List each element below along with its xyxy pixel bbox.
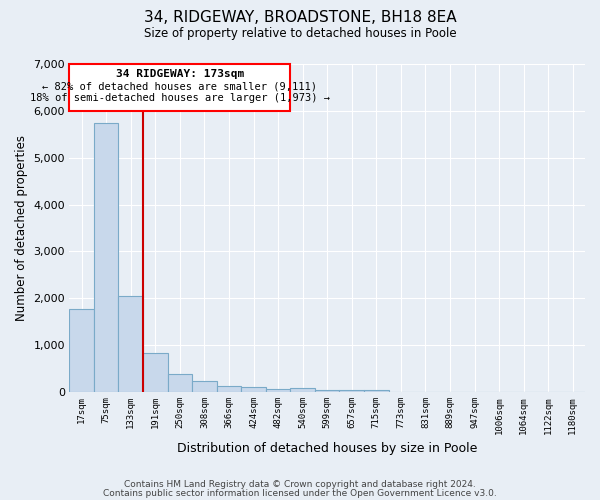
Bar: [364, 390, 389, 392]
Bar: [143, 354, 167, 392]
Text: Size of property relative to detached houses in Poole: Size of property relative to detached ho…: [143, 28, 457, 40]
Bar: [241, 386, 266, 392]
Bar: [192, 381, 217, 392]
Text: Contains public sector information licensed under the Open Government Licence v3: Contains public sector information licen…: [103, 490, 497, 498]
Text: Contains HM Land Registry data © Crown copyright and database right 2024.: Contains HM Land Registry data © Crown c…: [124, 480, 476, 489]
Y-axis label: Number of detached properties: Number of detached properties: [15, 135, 28, 321]
FancyBboxPatch shape: [70, 64, 290, 111]
Bar: [94, 122, 118, 392]
Bar: [217, 386, 241, 392]
Bar: [315, 390, 340, 392]
Bar: [167, 374, 192, 392]
Bar: [290, 388, 315, 392]
Bar: [266, 390, 290, 392]
Bar: [340, 390, 364, 392]
Text: 34 RIDGEWAY: 173sqm: 34 RIDGEWAY: 173sqm: [116, 68, 244, 78]
Bar: [70, 310, 94, 392]
Text: ← 82% of detached houses are smaller (9,111): ← 82% of detached houses are smaller (9,…: [43, 82, 317, 92]
Text: 34, RIDGEWAY, BROADSTONE, BH18 8EA: 34, RIDGEWAY, BROADSTONE, BH18 8EA: [143, 10, 457, 25]
Bar: [118, 296, 143, 392]
Text: 18% of semi-detached houses are larger (1,973) →: 18% of semi-detached houses are larger (…: [30, 93, 330, 103]
X-axis label: Distribution of detached houses by size in Poole: Distribution of detached houses by size …: [177, 442, 478, 455]
